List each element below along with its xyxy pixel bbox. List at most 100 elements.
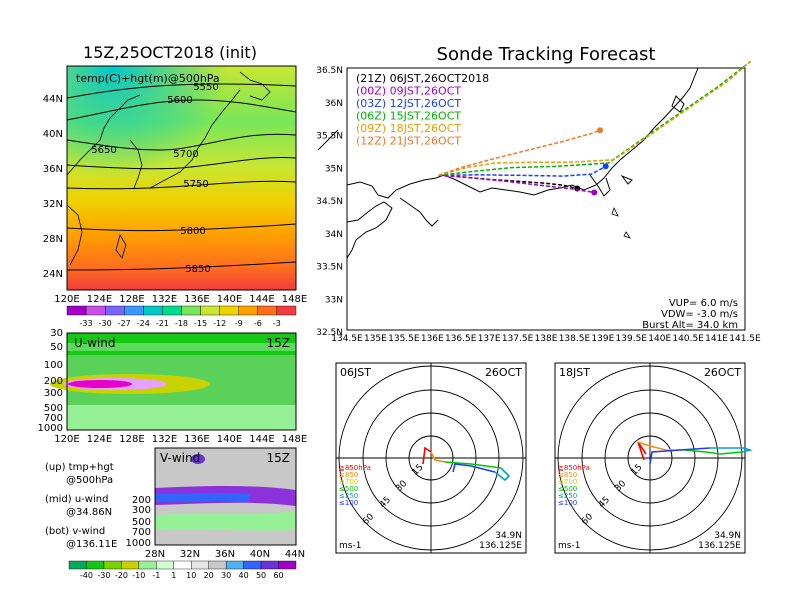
wind-colorbar-cell (278, 560, 297, 570)
hodograph-unit: ms-1 (339, 541, 361, 551)
track-line (438, 60, 752, 177)
note-bottom: (bot) v-wind (45, 526, 105, 537)
wind-colorbar-label: -1 (152, 571, 160, 580)
hodograph-level: ≤700 (558, 478, 577, 486)
uwind-pressure-label: 300 (44, 388, 63, 399)
hodograph-level: ≤250 (339, 492, 358, 500)
init-contour-label: 5700 (173, 149, 198, 160)
temp-colorbar-cell (124, 305, 144, 316)
hodograph-level: ≤700 (339, 478, 358, 486)
forecast-tracks (438, 60, 752, 196)
forecast-lat-label: 36N (325, 99, 343, 109)
forecast-title: Sonde Tracking Forecast (437, 44, 656, 65)
uwind-label: U-wind (74, 336, 115, 350)
init-lat-label: 40N (43, 129, 63, 140)
legend-entry: (06Z) 15JST,26OCT (356, 110, 461, 123)
vwind-pressure-label: 300 (132, 505, 151, 516)
uwind-pressure-label: 50 (50, 342, 63, 353)
temp-colorbar-label: -27 (118, 319, 131, 328)
hodograph-level: ≤500 (558, 485, 577, 493)
track-line (438, 174, 595, 194)
hodograph-trace (452, 463, 496, 473)
vwind-lat-labels: 28N 32N 36N 40N 44N (145, 549, 305, 560)
forecast-lon-label: 141E (705, 334, 728, 344)
uwind-lon-label: 132E (152, 434, 177, 445)
track-line (438, 174, 578, 190)
hodograph-trace (494, 467, 511, 482)
vwind-label: V-wind (160, 451, 200, 465)
track-endpoint (591, 189, 598, 196)
temp-colorbar-cell (257, 305, 278, 316)
init-lon-label: 144E (249, 294, 274, 305)
temp-colorbar-label: -18 (175, 319, 188, 328)
hodograph-trace (444, 461, 502, 469)
temp-colorbar-label: -21 (156, 319, 169, 328)
init-lat-label: 32N (43, 199, 63, 210)
uwind-lon-label: 140E (217, 434, 242, 445)
hodograph-lat: 34.9N (714, 531, 741, 541)
forecast-lon-labels: 134.5E 135E 135.5E 136E 136.5E 137E 137.5E 138E… (331, 334, 761, 344)
init-contour-label: 5850 (185, 264, 210, 275)
wind-colorbar-label: 60 (273, 571, 283, 580)
init-lon-label: 120E (54, 294, 79, 305)
forecast-lon-label: 139E (591, 334, 614, 344)
legend-entry: (09Z) 18JST,26OCT (356, 122, 461, 135)
vwind-lat-label: 36N (215, 549, 235, 560)
uwind-pressure-label: 30 (50, 328, 63, 339)
legend-entry: (21Z) 06JST,26OCT2018 (356, 72, 489, 85)
track-line (438, 60, 752, 177)
hodograph-level: ≤850 (339, 471, 358, 479)
temp-colorbar-label: -12 (213, 319, 226, 328)
hodograph-level: ≧850hPa (339, 464, 371, 472)
vwind-lat-label: 44N (285, 549, 305, 560)
temp-colorbar: -33 -30 -27 -24 -21 -18 -15 -12 -9 -6 -3 (66, 305, 297, 328)
wind-colorbar-cell (225, 560, 244, 570)
init-lon-label: 132E (152, 294, 177, 305)
init-lat-label: 24N (43, 269, 63, 280)
hodograph-level: ≤500 (339, 485, 358, 493)
init-lat-labels: 44N 40N 36N 32N 28N 24N (43, 94, 63, 280)
note-upper-level: @500hPa (66, 475, 113, 486)
track-line (438, 129, 601, 177)
init-lon-label: 128E (119, 294, 144, 305)
hodograph-level: ≧850hPa (558, 464, 590, 472)
wind-colorbar-cell (191, 560, 209, 570)
vwind-pressure-label: 500 (132, 517, 151, 528)
wind-colorbar-cell (103, 560, 122, 570)
forecast-lon-label: 138.5E (559, 334, 591, 344)
init-contour-label: 5750 (183, 179, 208, 190)
init-lat-label: 28N (43, 234, 63, 245)
temp-colorbar-cell (200, 305, 220, 316)
wind-colorbar-cell (68, 560, 87, 570)
param-vup: VUP= 6.0 m/s (669, 298, 738, 309)
hodograph-level: ≤100 (558, 499, 577, 507)
hodograph-trace (649, 447, 711, 465)
forecast-lon-label: 135.5E (388, 334, 420, 344)
wind-colorbar-label: 20 (204, 571, 214, 580)
temp-colorbar-cell (162, 305, 182, 316)
wind-colorbar-cell (208, 560, 227, 570)
forecast-lon-label: 137E (478, 334, 501, 344)
wind-colorbar-label: -10 (132, 571, 145, 580)
forecast-lon-label: 140E (648, 334, 671, 344)
temp-colorbar-label: -9 (235, 319, 243, 328)
vwind-pressure-label: 700 (132, 527, 151, 538)
hodograph-lon: 136.125E (698, 541, 741, 551)
track-endpoint (602, 163, 609, 170)
init-title: 15Z,25OCT2018 (init) (83, 43, 257, 62)
wind-colorbar-cell (260, 560, 279, 570)
hodograph-06jst: 06JST 26OCT15304560≧850hPa≤850≤700≤500≤25… (335, 362, 527, 554)
uwind-lon-label: 128E (119, 434, 144, 445)
hodograph-trace (422, 446, 432, 465)
temp-colorbar-label: -24 (137, 319, 150, 328)
vwind-pressure-label: 200 (132, 495, 151, 506)
param-burst: Burst Alt= 34.0 km (642, 320, 738, 331)
uwind-pressure-label: 200 (44, 376, 63, 387)
note-middle-lat: @34.86N (66, 507, 112, 518)
wind-colorbar-label: -40 (80, 571, 93, 580)
forecast-lon-label: 138E (535, 334, 558, 344)
